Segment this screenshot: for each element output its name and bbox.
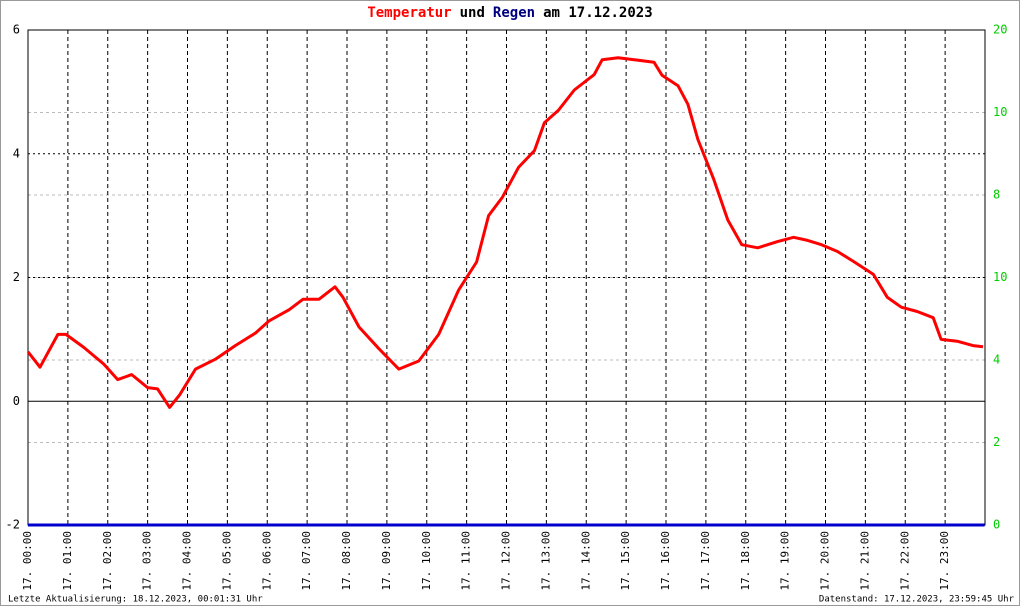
footer-left: Letzte Aktualisierung: 18.12.2023, 00:01… xyxy=(8,595,263,605)
y-tick-label: 4 xyxy=(13,146,20,160)
title-segment: Temperatur xyxy=(367,5,451,21)
title-segment: Regen xyxy=(493,5,535,21)
x-tick-label: 17. 08:00 xyxy=(340,531,353,591)
x-tick-label: 17. 16:00 xyxy=(659,531,672,591)
x-tick-label: 17. 23:00 xyxy=(938,531,951,591)
x-tick-label: 17. 04:00 xyxy=(181,531,194,591)
x-tick-label: 17. 02:00 xyxy=(101,531,114,591)
x-tick-label: 17. 21:00 xyxy=(858,531,871,591)
x-tick-label: 17. 09:00 xyxy=(380,531,393,591)
footer-right: Datenstand: 17.12.2023, 23:59:45 Uhr xyxy=(819,595,1015,605)
y-tick-label: 6 xyxy=(13,23,20,37)
x-tick-label: 17. 22:00 xyxy=(898,531,911,591)
chart-title: Temperatur und Regen am 17.12.2023 xyxy=(367,5,652,21)
x-tick-label: 17. 20:00 xyxy=(819,531,832,591)
x-tick-label: 17. 14:00 xyxy=(579,531,592,591)
x-tick-label: 17. 00:00 xyxy=(21,531,34,591)
y-tick-label: 0 xyxy=(13,394,20,408)
x-tick-label: 17. 07:00 xyxy=(300,531,313,591)
y2-tick-label: 0 xyxy=(993,518,1000,532)
x-tick-label: 17. 05:00 xyxy=(220,531,233,591)
x-tick-label: 17. 01:00 xyxy=(61,531,74,591)
series-line xyxy=(26,56,984,409)
x-tick-label: 17. 06:00 xyxy=(260,531,273,591)
x-tick-label: 17. 11:00 xyxy=(460,531,473,591)
x-tick-label: 17. 15:00 xyxy=(619,531,632,591)
x-tick-label: 17. 17:00 xyxy=(699,531,712,591)
x-tick-label: 17. 12:00 xyxy=(500,531,513,591)
y-tick-label: -2 xyxy=(6,518,20,532)
x-tick-label: 17. 19:00 xyxy=(779,531,792,591)
x-tick-label: 17. 18:00 xyxy=(739,531,752,591)
x-tick-label: 17. 10:00 xyxy=(420,531,433,591)
y2-tick-label: 10 xyxy=(993,270,1007,284)
title-segment: und xyxy=(460,5,485,21)
title-segment: am 17.12.2023 xyxy=(543,5,653,21)
x-tick-label: 17. 13:00 xyxy=(539,531,552,591)
y-tick-label: 2 xyxy=(13,270,20,284)
y2-tick-label: 10 xyxy=(993,105,1007,119)
y2-tick-label: 20 xyxy=(993,23,1007,37)
y2-tick-label: 2 xyxy=(993,435,1000,449)
y2-tick-label: 4 xyxy=(993,353,1000,367)
x-tick-label: 17. 03:00 xyxy=(141,531,154,591)
y2-tick-label: 8 xyxy=(993,188,1000,202)
